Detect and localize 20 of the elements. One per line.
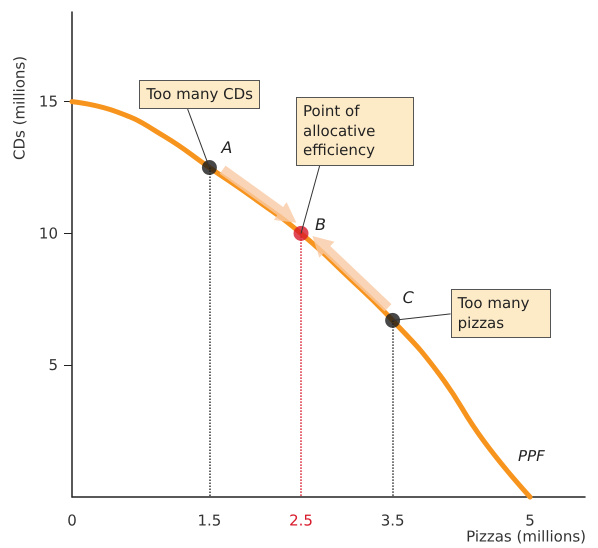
series-label: PPF — [518, 447, 545, 465]
point — [385, 312, 400, 328]
annotation: A — [221, 138, 232, 157]
annotation: Too many CDs — [139, 80, 260, 110]
y-tick-label: 10 — [38, 224, 58, 242]
annotation: Too many pizzas — [450, 289, 551, 338]
y-tick-label: 5 — [48, 356, 58, 374]
y-axis-title: CDs (millions) — [10, 56, 28, 160]
x-tick-label: 0 — [67, 512, 77, 530]
x-tick-label: 5 — [525, 512, 535, 530]
annotation: Point of allocative efficiency — [296, 97, 414, 166]
x-tick-label: 1.5 — [197, 512, 222, 530]
point — [202, 160, 217, 176]
x-axis-title: Pizzas (millions) — [466, 528, 586, 546]
annotation: B — [315, 215, 326, 234]
annotation: C — [402, 288, 414, 308]
point — [294, 226, 309, 241]
x-tick-label: 3.5 — [380, 512, 405, 530]
x-tick-label: 2.5 — [289, 512, 313, 530]
y-tick-label: 15 — [38, 92, 58, 111]
